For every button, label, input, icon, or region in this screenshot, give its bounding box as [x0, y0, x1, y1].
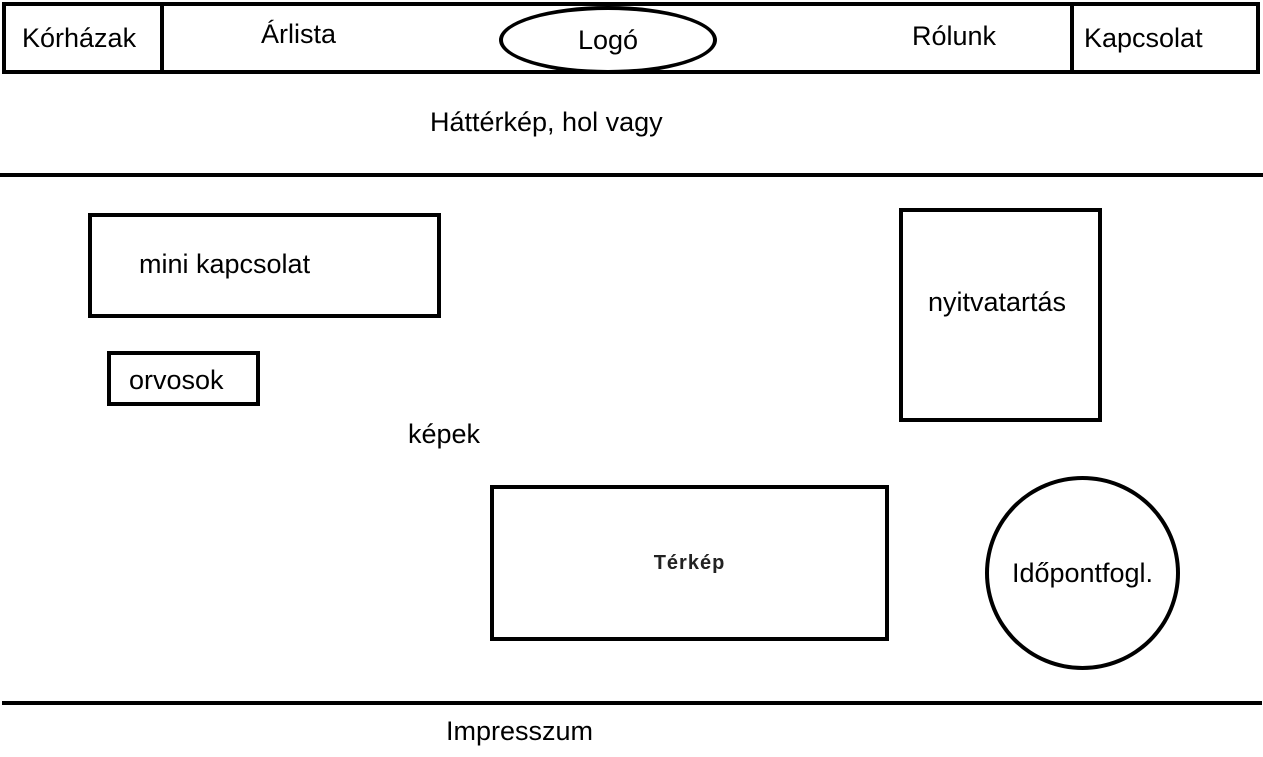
hero-divider — [0, 173, 1263, 177]
appointment-label: Időpontfogl. — [1011, 558, 1154, 588]
nav-divider-right — [1070, 2, 1074, 74]
opening-hours-box — [899, 208, 1102, 422]
doctors-box[interactable] — [107, 351, 260, 406]
footer-imprint-link[interactable]: Impresszum — [446, 716, 594, 746]
logo-placeholder[interactable]: Logó — [499, 6, 717, 74]
logo-label: Logó — [577, 25, 639, 55]
hero-background-text: Háttérkép, hol vagy — [430, 107, 663, 137]
nav-hospitals-link[interactable]: Kórházak — [22, 23, 137, 53]
doctors-label: orvosok — [129, 365, 224, 395]
nav-contact-link[interactable]: Kapcsolat — [1084, 23, 1203, 53]
footer-divider — [2, 701, 1262, 705]
nav-about-link[interactable]: Rólunk — [912, 21, 997, 51]
mini-contact-label: mini kapcsolat — [139, 249, 311, 279]
mini-contact-box[interactable] — [88, 213, 441, 318]
opening-hours-label: nyitvatartás — [928, 287, 1067, 317]
images-label: képek — [408, 419, 481, 449]
nav-divider-left — [160, 2, 164, 74]
appointment-booking-button[interactable]: Időpontfogl. — [985, 476, 1180, 670]
nav-price-list-link[interactable]: Árlista — [261, 19, 337, 49]
map-box[interactable]: Térkép — [490, 485, 889, 641]
map-label: Térkép — [653, 551, 726, 574]
